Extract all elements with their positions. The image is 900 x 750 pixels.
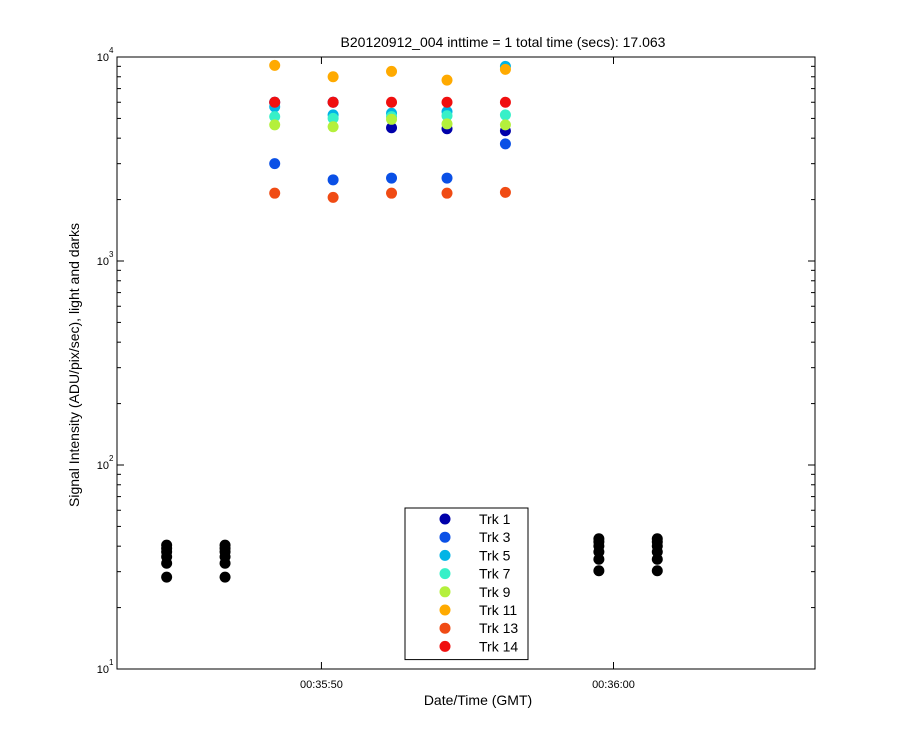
- data-point: [327, 174, 339, 186]
- data-point: [499, 63, 511, 75]
- legend: Trk 1 Trk 3 Trk 5 Trk 7 Trk 9 Trk 11 Trk 13 Trk…: [404, 507, 529, 661]
- data-points: [161, 59, 663, 583]
- data-point: [161, 539, 173, 551]
- data-point: [327, 71, 339, 83]
- data-point: [327, 96, 339, 108]
- data-point: [219, 571, 231, 583]
- data-point: [499, 138, 511, 150]
- data-point: [386, 96, 398, 108]
- legend-marker: [439, 622, 451, 634]
- legend-label: Trk 11: [479, 602, 517, 618]
- legend-marker: [439, 531, 451, 543]
- data-point: [499, 119, 511, 131]
- x-axis-ticks: 00:35:50 00:36:00: [300, 57, 635, 691]
- data-point: [441, 172, 453, 184]
- data-point: [327, 121, 339, 133]
- legend-box: [404, 507, 529, 661]
- data-point: [269, 59, 281, 71]
- data-point: [441, 74, 453, 86]
- data-point: [386, 113, 398, 125]
- legend-label: Trk 14: [479, 638, 518, 654]
- y-tick-label: 10: [97, 664, 109, 676]
- data-point: [441, 187, 453, 199]
- x-axis-label: Date/Time (GMT): [424, 692, 532, 708]
- legend-label: Trk 1: [479, 511, 511, 527]
- series-trk-9: [269, 113, 511, 133]
- legend-marker: [439, 604, 451, 616]
- data-point: [269, 158, 281, 170]
- x-tick-label: 00:35:50: [300, 679, 343, 691]
- series-trk-14: [269, 96, 511, 108]
- legend-label: Trk 13: [479, 620, 518, 636]
- data-point: [269, 96, 281, 108]
- data-point: [327, 191, 339, 203]
- y-tick-label: 10: [97, 52, 109, 64]
- y-tick-exponent: 2: [109, 454, 114, 463]
- legend-marker: [439, 513, 451, 525]
- data-point: [593, 533, 605, 545]
- data-point: [651, 533, 663, 545]
- data-point: [269, 119, 281, 131]
- legend-label: Trk 9: [479, 584, 511, 600]
- legend-marker: [439, 586, 451, 598]
- data-point: [386, 65, 398, 77]
- data-point: [386, 122, 398, 134]
- chart-title: B20120912_004 inttime = 1 total time (se…: [341, 34, 666, 50]
- legend-marker: [439, 549, 451, 561]
- legend-label: Trk 7: [479, 566, 511, 582]
- series-trk-3: [269, 138, 511, 186]
- data-point: [219, 539, 231, 551]
- data-point: [327, 112, 339, 124]
- y-tick-exponent: 1: [109, 658, 114, 667]
- data-point: [386, 172, 398, 184]
- data-point: [651, 565, 663, 577]
- data-point: [593, 565, 605, 577]
- data-point: [441, 110, 453, 122]
- legend-marker: [439, 568, 451, 580]
- legend-marker: [439, 640, 451, 652]
- series-trk-13: [269, 186, 511, 203]
- legend-label: Trk 3: [479, 529, 511, 545]
- data-point: [499, 109, 511, 121]
- data-point: [161, 571, 173, 583]
- y-tick-exponent: 4: [109, 46, 114, 55]
- y-tick-label: 10: [97, 460, 109, 472]
- data-point: [269, 187, 281, 199]
- data-point: [441, 96, 453, 108]
- data-point: [499, 96, 511, 108]
- y-axis-label: Signal Intensity (ADU/pix/sec), light an…: [66, 223, 82, 507]
- data-point: [269, 111, 281, 123]
- series-dark-points: [161, 533, 663, 583]
- series-trk-11: [269, 59, 511, 86]
- data-point: [441, 118, 453, 130]
- data-point: [386, 187, 398, 199]
- y-tick-exponent: 3: [109, 250, 114, 259]
- y-tick-label: 10: [97, 256, 109, 268]
- x-tick-label: 00:36:00: [592, 679, 635, 691]
- legend-label: Trk 5: [479, 547, 511, 563]
- data-point: [499, 186, 511, 198]
